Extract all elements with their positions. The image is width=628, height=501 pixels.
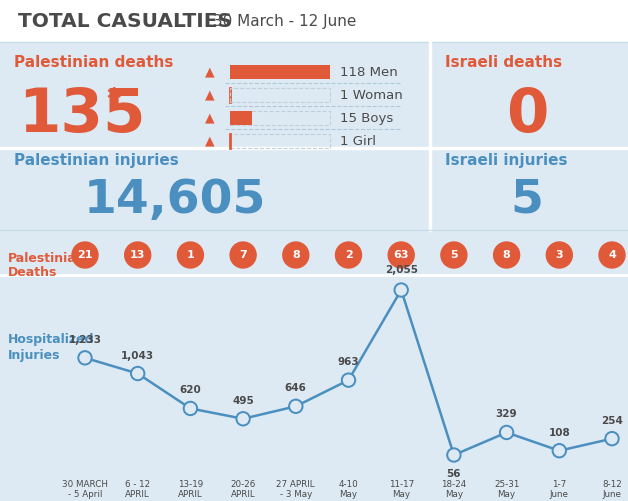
Text: 13-19
APRIL: 13-19 APRIL (178, 480, 203, 499)
Text: 8-12
June: 8-12 June (602, 480, 622, 499)
Text: 2,055: 2,055 (385, 265, 418, 275)
Text: 56: 56 (447, 469, 461, 479)
Text: 1: 1 (187, 250, 194, 260)
Circle shape (441, 242, 467, 268)
Text: 8: 8 (292, 250, 300, 260)
Text: 63: 63 (394, 250, 409, 260)
Text: 4-10
May: 4-10 May (338, 480, 359, 499)
Text: 3: 3 (556, 250, 563, 260)
Text: TOTAL CASUALTIES: TOTAL CASUALTIES (18, 12, 232, 31)
Circle shape (78, 351, 92, 365)
Circle shape (500, 425, 514, 439)
Text: ▲: ▲ (205, 89, 215, 102)
Text: Israeli deaths: Israeli deaths (445, 55, 562, 70)
Text: 620: 620 (180, 385, 202, 395)
Text: 495: 495 (232, 396, 254, 406)
Text: 1 Woman: 1 Woman (340, 89, 403, 102)
Text: 18-24
May: 18-24 May (441, 480, 467, 499)
Text: 108: 108 (548, 428, 570, 438)
Circle shape (131, 367, 144, 381)
Circle shape (605, 432, 619, 446)
Circle shape (283, 242, 309, 268)
Text: Israeli injuries: Israeli injuries (445, 152, 568, 167)
Circle shape (447, 448, 461, 462)
Circle shape (335, 242, 362, 268)
Circle shape (502, 427, 512, 437)
FancyBboxPatch shape (230, 111, 252, 125)
FancyBboxPatch shape (230, 65, 330, 79)
Circle shape (552, 444, 566, 458)
Circle shape (80, 353, 90, 363)
Text: Deaths: Deaths (8, 266, 57, 279)
Text: 25-31
May: 25-31 May (494, 480, 519, 499)
Circle shape (546, 242, 572, 268)
Text: 15 Boys: 15 Boys (340, 112, 393, 125)
Circle shape (291, 401, 301, 411)
Text: ▲: ▲ (205, 66, 215, 79)
Text: 8: 8 (503, 250, 511, 260)
Text: Palestinian injuries: Palestinian injuries (14, 152, 179, 167)
Text: ▲: ▲ (205, 112, 215, 125)
Circle shape (236, 412, 250, 426)
Text: *: * (106, 86, 121, 114)
FancyBboxPatch shape (0, 0, 628, 42)
Text: 254: 254 (601, 416, 623, 426)
Circle shape (289, 399, 303, 413)
Text: 329: 329 (495, 409, 517, 419)
Circle shape (342, 373, 355, 387)
Text: 20-26
APRIL: 20-26 APRIL (230, 480, 256, 499)
Circle shape (344, 375, 354, 385)
Text: 1,233: 1,233 (68, 335, 102, 345)
Text: 6 - 12
APRIL: 6 - 12 APRIL (125, 480, 150, 499)
Circle shape (125, 242, 151, 268)
Circle shape (599, 242, 625, 268)
Text: 11-17
May: 11-17 May (389, 480, 414, 499)
Text: 646: 646 (285, 383, 306, 393)
Text: 7: 7 (239, 250, 247, 260)
Text: ▲: ▲ (205, 134, 215, 147)
Text: 30 MARCH
- 5 April: 30 MARCH - 5 April (62, 480, 108, 499)
Text: 4: 4 (608, 250, 616, 260)
Text: 5: 5 (511, 177, 543, 222)
Circle shape (494, 242, 519, 268)
Circle shape (230, 242, 256, 268)
Text: Injuries: Injuries (8, 349, 60, 362)
Text: 5: 5 (450, 250, 458, 260)
Text: 135: 135 (18, 86, 146, 144)
FancyBboxPatch shape (0, 230, 628, 501)
FancyBboxPatch shape (0, 42, 628, 230)
Text: 30 March - 12 June: 30 March - 12 June (208, 14, 356, 29)
Circle shape (185, 403, 195, 413)
Text: Hospitalized: Hospitalized (8, 334, 94, 347)
Text: Palestinian: Palestinian (8, 252, 85, 265)
Circle shape (555, 446, 565, 456)
Circle shape (183, 401, 197, 415)
Circle shape (72, 242, 98, 268)
Text: 13: 13 (130, 250, 146, 260)
Circle shape (607, 434, 617, 444)
Text: 1,043: 1,043 (121, 351, 154, 361)
Circle shape (177, 242, 203, 268)
Circle shape (238, 414, 248, 424)
Text: 963: 963 (338, 357, 359, 367)
Text: 14,605: 14,605 (84, 177, 266, 222)
Circle shape (133, 369, 143, 379)
Text: 118 Men: 118 Men (340, 66, 398, 79)
Text: 2: 2 (345, 250, 352, 260)
Text: Palestinian deaths: Palestinian deaths (14, 55, 173, 70)
Text: 21: 21 (77, 250, 93, 260)
Text: 1 Girl: 1 Girl (340, 134, 376, 147)
Text: 1-7
June: 1-7 June (550, 480, 569, 499)
Circle shape (449, 450, 459, 460)
Text: 27 APRIL
- 3 May: 27 APRIL - 3 May (276, 480, 315, 499)
Text: 0: 0 (506, 86, 548, 144)
Circle shape (394, 283, 408, 297)
Circle shape (388, 242, 414, 268)
Circle shape (396, 285, 406, 295)
